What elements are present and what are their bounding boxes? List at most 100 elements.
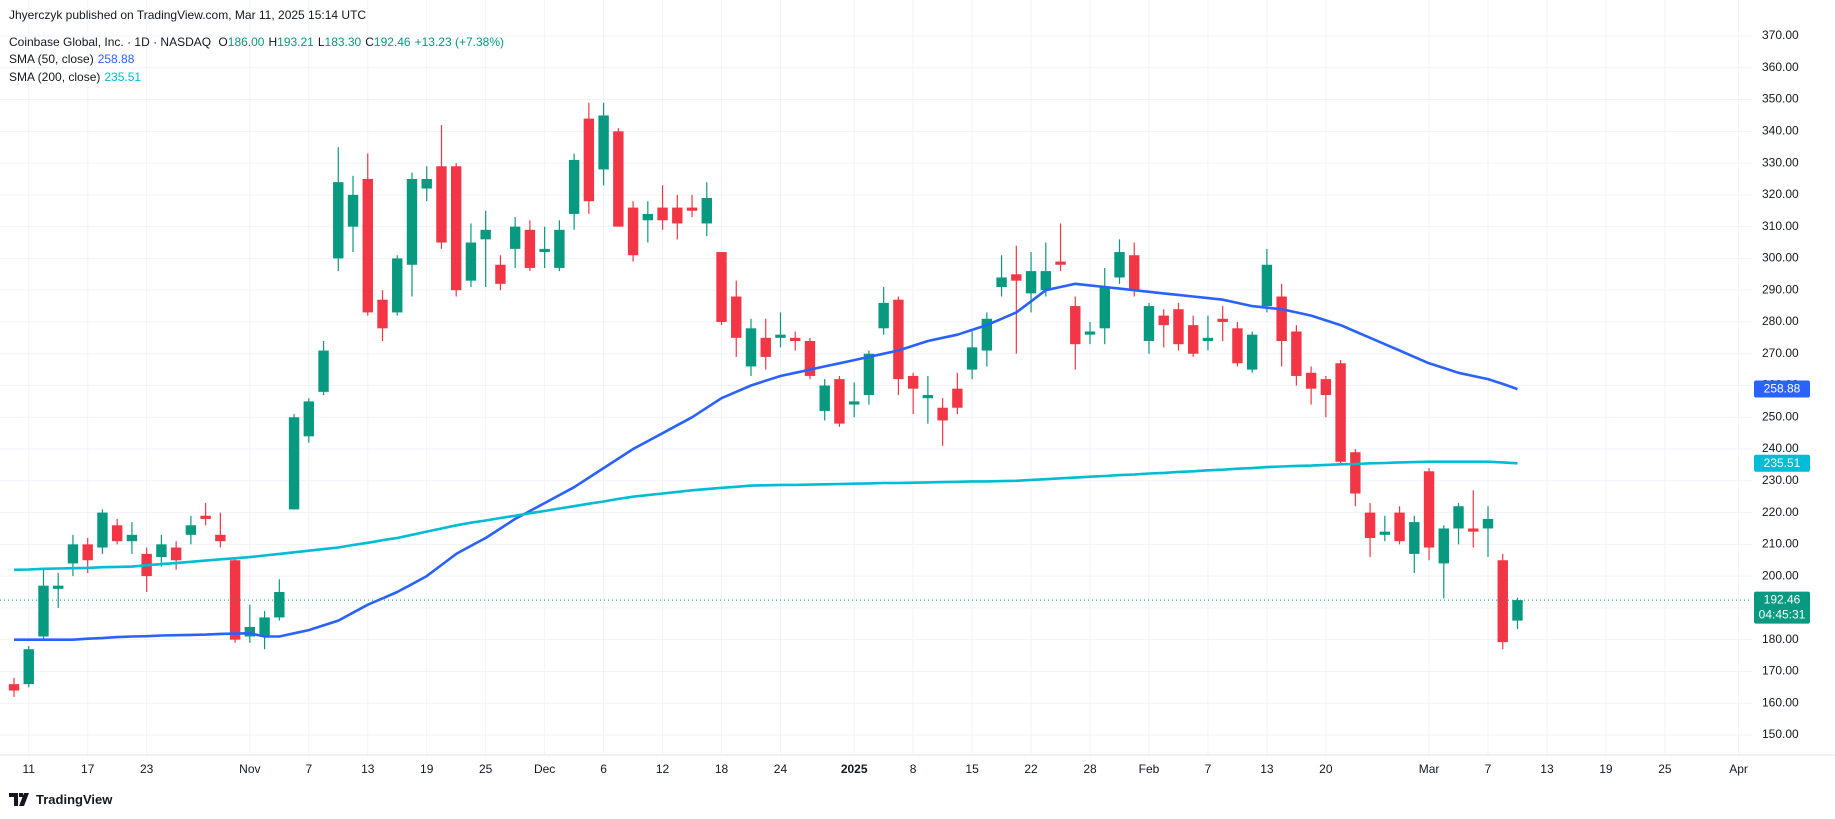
candle-body bbox=[1305, 372, 1317, 389]
y-tick-label: 310.00 bbox=[1762, 219, 1799, 233]
x-tick-label: 11 bbox=[23, 762, 36, 776]
candle-body bbox=[1011, 274, 1022, 281]
candle-body bbox=[554, 229, 565, 268]
y-tick-label: 240.00 bbox=[1762, 441, 1799, 455]
x-tick-label: 19 bbox=[1599, 762, 1613, 776]
y-tick-label: 180.00 bbox=[1762, 632, 1799, 646]
candle-body bbox=[126, 534, 138, 542]
candle-body bbox=[1497, 560, 1508, 643]
indicator-name: SMA (50, close) bbox=[9, 52, 94, 66]
candle-body bbox=[1158, 315, 1169, 326]
candle-body bbox=[1129, 255, 1140, 291]
candle-body bbox=[760, 337, 771, 357]
x-tick-label: 24 bbox=[774, 762, 788, 776]
candle-body bbox=[1320, 379, 1332, 396]
x-tick-label: 18 bbox=[715, 762, 729, 776]
y-tick-label: 250.00 bbox=[1762, 409, 1799, 423]
candle-body bbox=[1070, 306, 1081, 345]
candle-body bbox=[745, 328, 757, 367]
candle-body bbox=[790, 337, 801, 342]
ohlc-key: C bbox=[365, 35, 374, 49]
x-tick-label: 20 bbox=[1319, 762, 1333, 776]
x-tick-label: 28 bbox=[1083, 762, 1097, 776]
x-tick-label: 7 bbox=[1205, 762, 1212, 776]
candle-body bbox=[67, 544, 79, 564]
candle-body bbox=[996, 277, 1007, 288]
candle-body bbox=[834, 379, 845, 424]
x-tick-label: 12 bbox=[656, 762, 670, 776]
indicator-legend: SMA (50, close) 258.88 SMA (200, close) 235… bbox=[9, 52, 145, 88]
candle-body bbox=[377, 299, 388, 329]
countdown: 04:45:31 bbox=[1759, 607, 1806, 621]
candle-body bbox=[952, 388, 963, 408]
indicator-name: SMA (200, close) bbox=[9, 70, 101, 84]
ohlc-key: O bbox=[218, 35, 228, 49]
x-tick-label: 15 bbox=[965, 762, 979, 776]
candle-body bbox=[937, 407, 948, 421]
x-tick-label: 13 bbox=[361, 762, 375, 776]
candle-body bbox=[362, 178, 373, 313]
candle-body bbox=[421, 178, 432, 189]
y-tick-label: 200.00 bbox=[1762, 568, 1799, 582]
brand-logo bbox=[9, 793, 29, 806]
candle-body bbox=[465, 242, 477, 281]
y-tick-label: 290.00 bbox=[1762, 282, 1799, 296]
candle-body bbox=[598, 115, 609, 170]
candle-body bbox=[1188, 325, 1199, 354]
legend: Coinbase Global, Inc. · 1D · NASDAQ O186… bbox=[9, 35, 508, 49]
candle-body bbox=[392, 258, 403, 313]
candle-body bbox=[893, 299, 904, 380]
candle-body bbox=[1143, 306, 1155, 342]
candle-body bbox=[170, 547, 182, 561]
y-tick-label: 330.00 bbox=[1762, 155, 1799, 169]
candle-body bbox=[1468, 528, 1479, 532]
candle-body bbox=[686, 207, 698, 211]
candle-body bbox=[1040, 271, 1051, 291]
x-tick-label: 25 bbox=[479, 762, 493, 776]
y-tick-label: 220.00 bbox=[1762, 505, 1799, 519]
x-tick-label: Apr bbox=[1729, 762, 1748, 776]
ohlc-key: L bbox=[317, 35, 325, 49]
x-tick-label: 2025 bbox=[841, 762, 868, 776]
candle-body bbox=[1364, 512, 1376, 538]
candle-body bbox=[804, 341, 816, 376]
x-tick-label: 19 bbox=[420, 762, 434, 776]
candle-body bbox=[568, 159, 580, 214]
y-tick-label: 320.00 bbox=[1762, 187, 1799, 201]
sma-line bbox=[14, 282, 1518, 641]
indicator-row: SMA (200, close) 235.51 bbox=[9, 70, 145, 84]
candle-body bbox=[38, 585, 49, 637]
footer: TradingView bbox=[9, 792, 112, 807]
candle-body bbox=[1261, 264, 1273, 307]
candle-body bbox=[1453, 506, 1464, 529]
indicator-badge bbox=[1754, 380, 1810, 398]
x-tick-label: 17 bbox=[81, 762, 95, 776]
candle-body bbox=[406, 178, 418, 265]
candle-body bbox=[53, 585, 64, 589]
candle-body bbox=[111, 525, 123, 542]
change: +13.23 (+7.38%) bbox=[414, 35, 505, 49]
candle-body bbox=[288, 417, 300, 510]
candle-body bbox=[229, 560, 241, 640]
x-tick-label: 8 bbox=[910, 762, 917, 776]
candle-body bbox=[878, 302, 889, 329]
y-tick-label: 360.00 bbox=[1762, 60, 1799, 74]
x-tick-label: 7 bbox=[305, 762, 312, 776]
candle-body bbox=[775, 334, 786, 338]
publisher: Jhyerczyk published on TradingView.com, … bbox=[9, 8, 367, 22]
candle-body bbox=[907, 375, 919, 389]
candle-body bbox=[848, 401, 860, 405]
y-tick-label: 280.00 bbox=[1762, 314, 1799, 328]
candle-body bbox=[981, 318, 993, 351]
candle-body bbox=[1025, 271, 1037, 294]
candle-body bbox=[1350, 452, 1361, 494]
indicator-row: SMA (50, close) 258.88 bbox=[9, 52, 145, 66]
candle-body bbox=[436, 166, 447, 243]
x-tick-label: 7 bbox=[1485, 762, 1492, 776]
indicator-badge-label: 235.51 bbox=[1764, 456, 1801, 470]
candle-body bbox=[1291, 331, 1302, 376]
candle-body bbox=[657, 207, 668, 221]
y-tick-label: 230.00 bbox=[1762, 473, 1799, 487]
